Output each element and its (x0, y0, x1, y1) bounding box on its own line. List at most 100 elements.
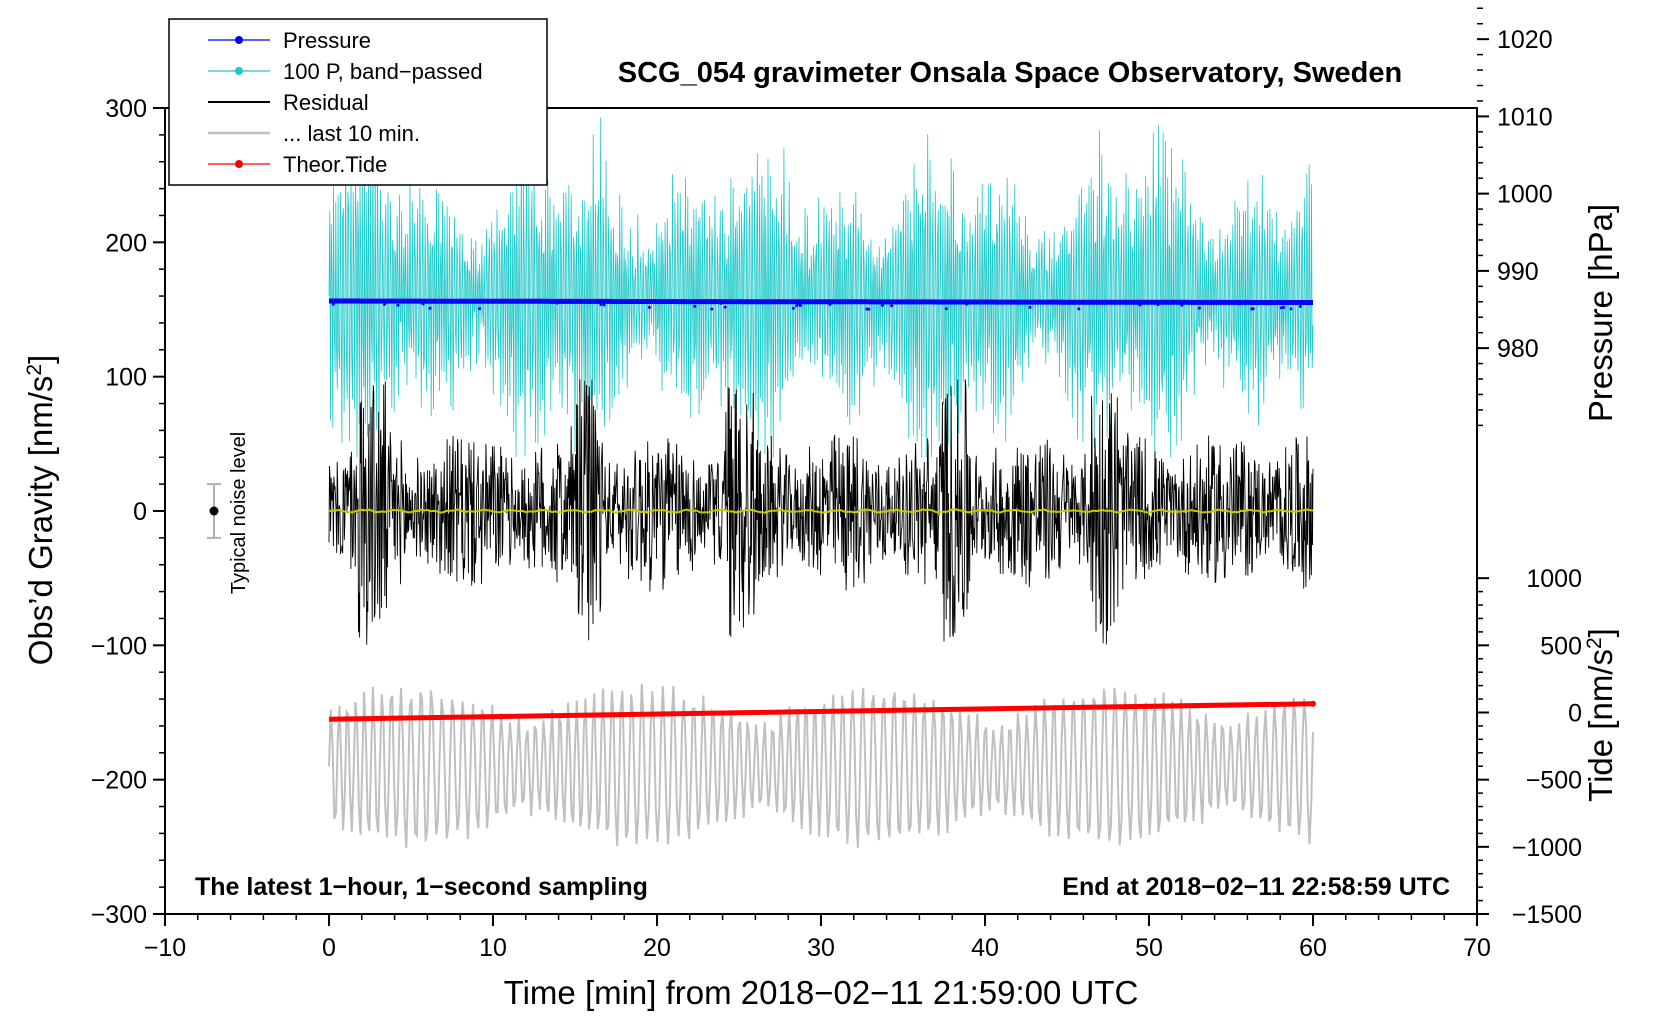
residual-series (328, 379, 1314, 645)
tide-tick-label: −1500 (1512, 901, 1582, 929)
pressure-point (396, 303, 400, 307)
y-tick-label: 0 (133, 498, 147, 526)
x-axis-label: Time [min] from 2018−02−11 21:59:00 UTC (504, 974, 1139, 1011)
x-tick-label: 50 (1135, 934, 1163, 962)
pressure-point (1298, 305, 1302, 308)
y-tick-label: 200 (105, 229, 147, 257)
pressure-point (944, 307, 948, 311)
pressure-point (421, 302, 425, 306)
band-passed-pressure-series (328, 117, 1314, 458)
tide-axis: −1500 −1000 −500 0 500 1000 (1477, 565, 1582, 929)
pressure-point (555, 301, 559, 305)
pressure-point (719, 301, 723, 305)
x-tick-label: 0 (322, 934, 336, 962)
pressure-point (1180, 303, 1184, 307)
pressure-point (478, 307, 481, 311)
pressure-point (428, 306, 432, 310)
pressure-tick-label: 980 (1497, 335, 1539, 363)
pressure-point (1138, 303, 1142, 307)
legend-item-pressure: Pressure (208, 28, 371, 53)
last-10-min-series (328, 683, 1314, 849)
x-tick-label: 30 (807, 934, 835, 962)
tide-end-marker (1310, 700, 1316, 707)
pressure-line (329, 298, 1313, 305)
legend: Pressure 100 P, band−passed Residual ...… (168, 18, 548, 186)
pressure-tick-label: 1010 (1497, 103, 1553, 131)
tide-axis-label: Tide [nm/s2] (1582, 628, 1619, 802)
pressure-point (383, 302, 386, 306)
x-tick-label: 70 (1463, 934, 1491, 962)
legend-item-theor-tide: Theor.Tide (208, 152, 387, 177)
legend-label-theor-tide: Theor.Tide (283, 152, 387, 177)
pressure-point (867, 307, 871, 311)
tide-tick-label: −500 (1526, 767, 1582, 795)
last-10-min-line (328, 683, 1314, 849)
pressure-axis: 9809901000101010201030 (1477, 7, 1553, 427)
y-tick-label: 300 (105, 95, 147, 123)
tide-tick-label: 0 (1568, 700, 1582, 728)
pressure-point (1077, 307, 1081, 311)
pressure-point (1197, 306, 1201, 310)
noise-label: Typical noise level (228, 432, 250, 594)
pressure-point (1289, 307, 1293, 311)
annotation-end-time: End at 2018−02−11 22:58:59 UTC (1062, 873, 1450, 901)
pressure-series (329, 298, 1313, 311)
pressure-point (331, 302, 335, 306)
pressure-point (1028, 305, 1032, 309)
y-tick-label: −300 (91, 901, 147, 929)
legend-label-last-10-min: ... last 10 min. (283, 121, 420, 146)
pressure-point (1266, 302, 1269, 306)
pressure-point (1238, 302, 1241, 306)
pressure-point (599, 303, 603, 306)
chart-title: SCG_054 gravimeter Onsala Space Observat… (618, 57, 1402, 89)
x-tick-label: −10 (144, 934, 186, 962)
x-tick-label: 40 (971, 934, 999, 962)
x-tick-label: 10 (479, 934, 507, 962)
pressure-point (710, 307, 714, 311)
tide-tick-label: −1000 (1512, 834, 1582, 862)
tide-tick-label: 500 (1540, 632, 1582, 660)
pressure-point (1016, 301, 1020, 305)
annotation-sampling: The latest 1−hour, 1−second sampling (195, 873, 648, 901)
y-axis-label-left: Obs’d Gravity [nm/s2] (22, 355, 59, 666)
pressure-point (647, 305, 651, 309)
baseline-line (328, 508, 1314, 514)
pressure-point (1156, 303, 1160, 307)
pressure-point (795, 304, 799, 308)
residual-baseline (328, 508, 1314, 514)
tide-tick-label: 1000 (1526, 565, 1582, 593)
legend-marker-pressure (235, 36, 243, 44)
pressure-point (602, 303, 606, 307)
pressure-point (1282, 305, 1286, 309)
y-tick-label: −200 (91, 767, 147, 795)
pressure-point (965, 302, 969, 306)
x-axis: −10 0 10 20 30 40 50 60 70 (144, 914, 1491, 962)
pressure-point (828, 302, 832, 306)
x-tick-label: 20 (643, 934, 671, 962)
pressure-tick-label: 1000 (1497, 181, 1553, 209)
tide-line (328, 701, 1314, 722)
pressure-point (890, 304, 894, 308)
pressure-tick-label: 1020 (1497, 26, 1553, 54)
legend-item-residual: Residual (208, 90, 369, 115)
noise-center-dot (209, 506, 219, 516)
legend-label-pressure: Pressure (283, 28, 371, 53)
legend-label-band-passed: 100 P, band−passed (283, 59, 483, 84)
legend-item-last-10-min: ... last 10 min. (208, 121, 420, 146)
pressure-point (693, 304, 697, 308)
pressure-point (791, 306, 795, 310)
legend-label-residual: Residual (283, 90, 369, 115)
y-tick-label: −100 (91, 632, 147, 660)
pressure-axis-label: Pressure [hPa] (1582, 204, 1619, 422)
legend-item-band-passed: 100 P, band−passed (208, 59, 483, 84)
pressure-point (880, 303, 884, 307)
pressure-point (1279, 306, 1283, 310)
y-tick-label: 100 (105, 364, 147, 392)
residual-line (328, 379, 1314, 645)
noise-level-indicator: Typical noise level (207, 432, 250, 594)
pressure-point (723, 305, 727, 309)
x-tick-label: 60 (1299, 934, 1327, 962)
pressure-point (1251, 307, 1255, 311)
pressure-point (798, 304, 802, 307)
